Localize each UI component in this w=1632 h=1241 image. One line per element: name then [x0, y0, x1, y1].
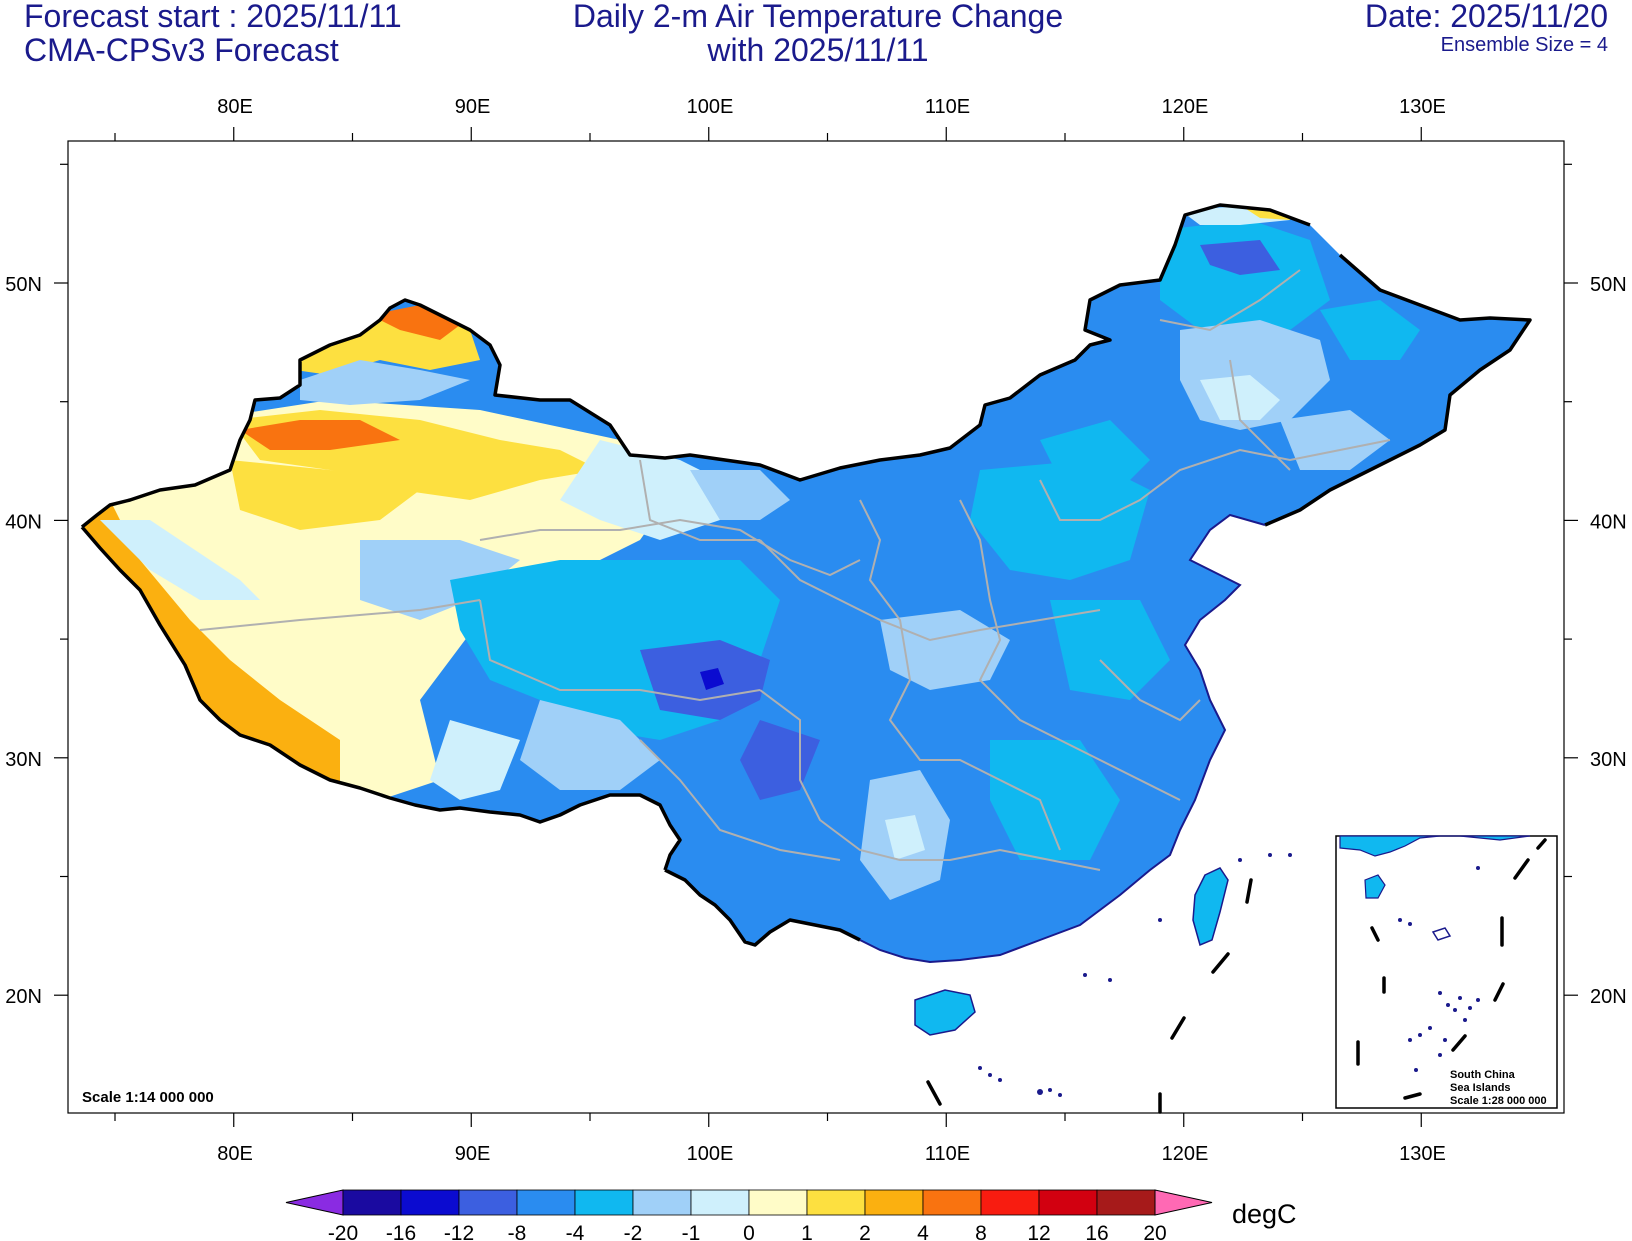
lon-label-bottom: 130E	[1399, 1143, 1446, 1165]
axis-ticks	[54, 127, 1578, 1127]
hainan-island	[914, 989, 976, 1036]
lon-label-bottom: 100E	[687, 1143, 734, 1165]
colorbar-swatch	[922, 1189, 982, 1216]
lon-label-bottom: 80E	[217, 1143, 253, 1165]
colorbar-label: 4	[917, 1222, 929, 1241]
lon-label-top: 80E	[217, 96, 253, 118]
inset-label-1: South China	[1450, 1069, 1516, 1081]
colorbar-label: 2	[859, 1222, 871, 1241]
colorbar-swatch	[574, 1189, 634, 1216]
lon-label-bottom: 120E	[1162, 1143, 1209, 1165]
colorbar-label: -1	[682, 1222, 701, 1241]
lat-label-right: 30N	[1590, 749, 1627, 771]
colorbar: -20 -16 -12 -8 -4 -2 -1 0 1 2 4 8 12 16 20	[285, 1189, 1213, 1241]
colorbar-label: -4	[566, 1222, 585, 1241]
map-scale: Scale 1:14 000 000	[82, 1089, 214, 1106]
lon-label-top: 130E	[1399, 96, 1446, 118]
nine-dash-line	[926, 878, 1253, 1114]
lon-label-top: 110E	[925, 96, 970, 118]
colorbar-swatch	[458, 1189, 518, 1216]
colorbar-high-triangle	[1154, 1189, 1213, 1216]
colorbar-swatch	[690, 1189, 750, 1216]
lon-label-bottom: 90E	[455, 1143, 491, 1165]
lon-label-bottom: 110E	[925, 1143, 970, 1165]
lon-label-top: 120E	[1162, 96, 1209, 118]
coastline	[859, 513, 1266, 964]
colorbar-label: -12	[444, 1222, 474, 1241]
colorbar-swatch	[400, 1189, 460, 1216]
taiwan-island	[1192, 867, 1229, 947]
colorbar-swatch	[632, 1189, 692, 1216]
model-label: CMA-CPSv3 Forecast	[24, 32, 339, 68]
colorbar-swatch	[516, 1189, 576, 1216]
colorbar-swatch	[342, 1189, 402, 1216]
valid-date-label: Date: 2025/11/20	[1364, 0, 1608, 34]
colorbar-label: -20	[328, 1222, 358, 1241]
lat-label-right: 20N	[1590, 986, 1627, 1008]
colorbar-label: -16	[386, 1222, 416, 1241]
map-title: Daily 2-m Air Temperature Change	[572, 0, 1064, 34]
map-subtitle: with 2025/11/11	[707, 32, 929, 68]
axis-tick-labels: 80E 80E 90E 90E 100E 100E 110E 110E 120E 120E 130E…	[5, 96, 1626, 1165]
colorbar-label: 12	[1027, 1222, 1050, 1241]
lon-label-top: 90E	[455, 96, 491, 118]
china-border	[80, 203, 1532, 947]
lat-label-left: 20N	[5, 986, 42, 1008]
colorbar-swatch	[864, 1189, 924, 1216]
south-china-sea-inset: South China Sea Islands Scale 1:28 000 0…	[1335, 835, 1558, 1109]
colorbar-swatch	[1096, 1189, 1156, 1216]
lon-label-top: 100E	[687, 96, 734, 118]
lat-label-right: 40N	[1590, 511, 1627, 533]
colorbar-label: 1	[801, 1222, 813, 1241]
colorbar-label: 8	[975, 1222, 987, 1241]
colorbar-label: 16	[1085, 1222, 1108, 1241]
province-boundaries	[199, 269, 1391, 871]
colorbar-unit: degC	[1232, 1199, 1297, 1229]
colorbar-label: -2	[624, 1222, 643, 1241]
colorbar-label: 20	[1143, 1222, 1166, 1241]
colorbar-label: 0	[743, 1222, 755, 1241]
inset-label-2: Sea Islands	[1450, 1082, 1511, 1094]
inset-scale: Scale 1:28 000 000	[1450, 1095, 1547, 1107]
ensemble-size-label: Ensemble Size = 4	[1440, 34, 1608, 56]
colorbar-swatch	[980, 1189, 1040, 1216]
colorbar-label: -8	[508, 1222, 527, 1241]
forecast-start-label: Forecast start : 2025/11/11	[24, 0, 402, 34]
colorbar-low-triangle	[285, 1189, 344, 1216]
island-dots	[978, 853, 1292, 1097]
colorbar-swatch	[1038, 1189, 1098, 1216]
lat-label-left: 50N	[5, 274, 42, 296]
lat-label-left: 40N	[5, 511, 42, 533]
colorbar-swatch	[806, 1189, 866, 1216]
lat-label-right: 50N	[1590, 274, 1627, 296]
colorbar-swatch	[748, 1189, 808, 1216]
lat-label-left: 30N	[5, 749, 42, 771]
